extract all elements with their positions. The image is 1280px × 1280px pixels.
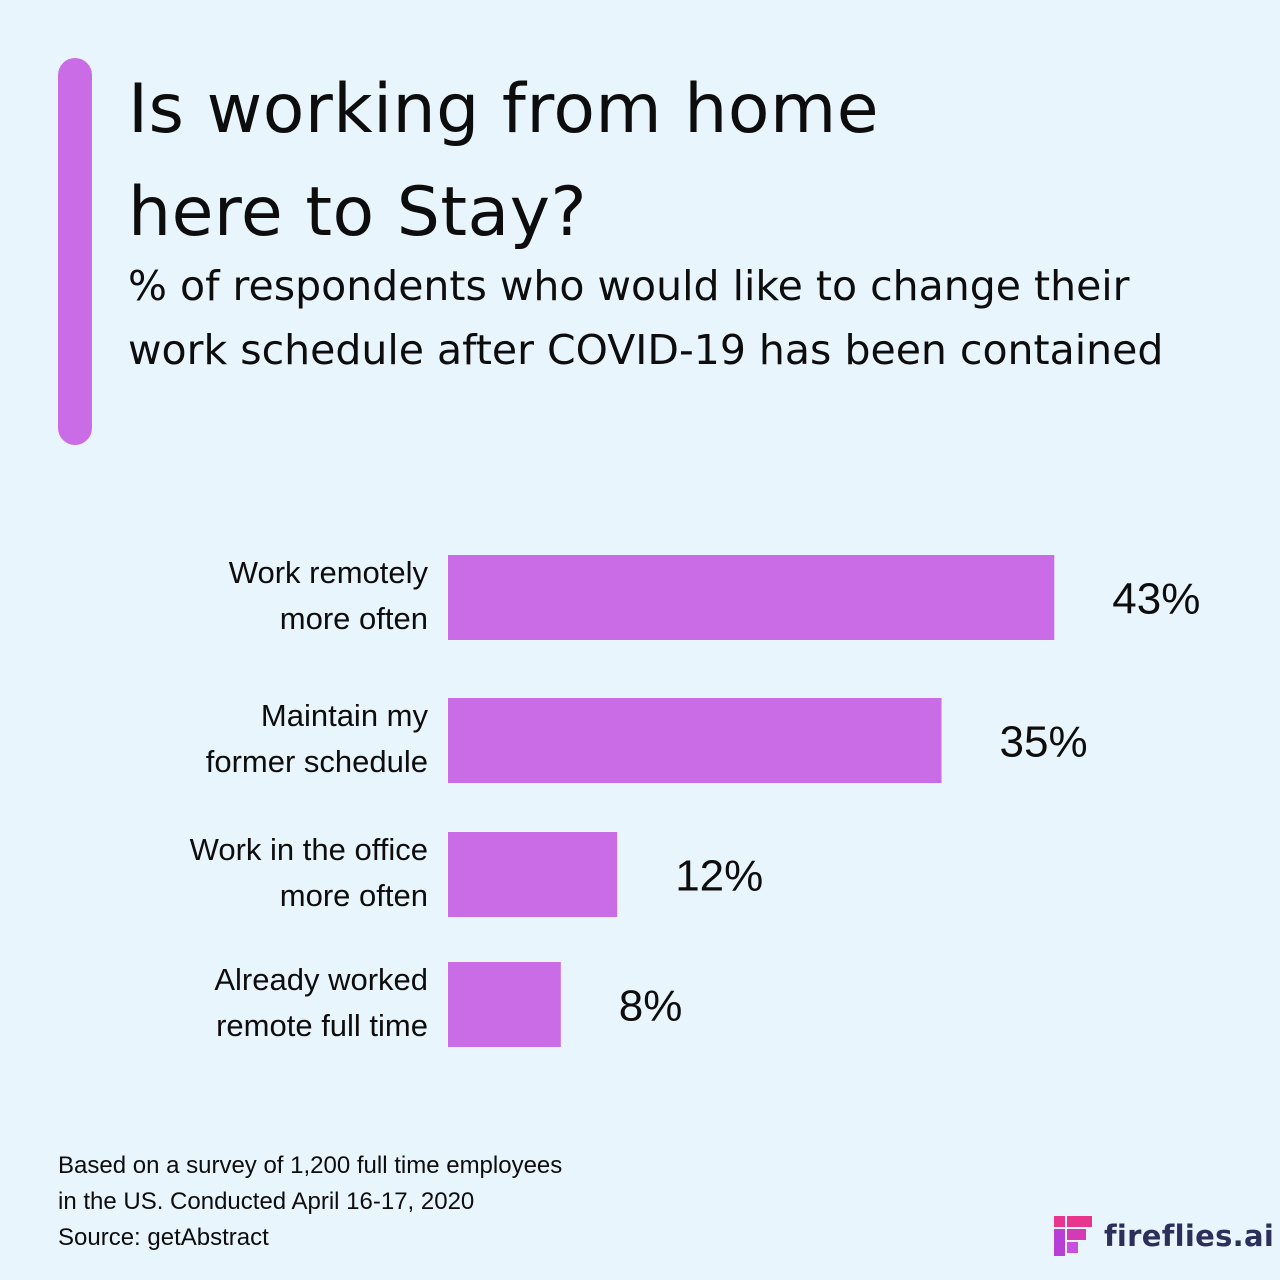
title-accent-bar [58,58,92,445]
chart-title-line-1: Is working from home [128,70,880,149]
category-label-4: Already worked remote full time [214,962,428,1043]
chart-title: Is working from home here to Stay? [128,58,1228,264]
bar-1 [448,555,1055,640]
chart-subtitle: % of respondents who would like to chang… [128,262,1164,374]
bar-3 [448,832,618,917]
category-label-3: Work in the office more often [190,832,428,913]
bar-4 [448,962,561,1047]
value-label-4: 8% [619,982,683,1031]
bar-2 [448,698,942,783]
fireflies-logo-icon [1054,1216,1092,1256]
category-label-2: Maintain my former schedule [206,698,429,779]
source-credit: Source: getAbstract [58,1224,269,1251]
chart-title-line-2: here to Stay? [128,173,588,252]
footnote-line-2: in the US. Conducted April 16-17, 2020 [58,1188,475,1215]
survey-footnote: Based on a survey of 1,200 full time emp… [58,1148,562,1256]
value-label-1: 43% [1112,575,1200,624]
footnote-line-1: Based on a survey of 1,200 full time emp… [58,1152,563,1179]
value-label-3: 12% [675,852,763,901]
category-label-1: Work remotely more often [229,555,429,636]
brand-name: fireflies.ai [1104,1219,1275,1253]
brand-logo: fireflies.ai [1054,1214,1274,1258]
value-label-2: 35% [1000,718,1088,767]
